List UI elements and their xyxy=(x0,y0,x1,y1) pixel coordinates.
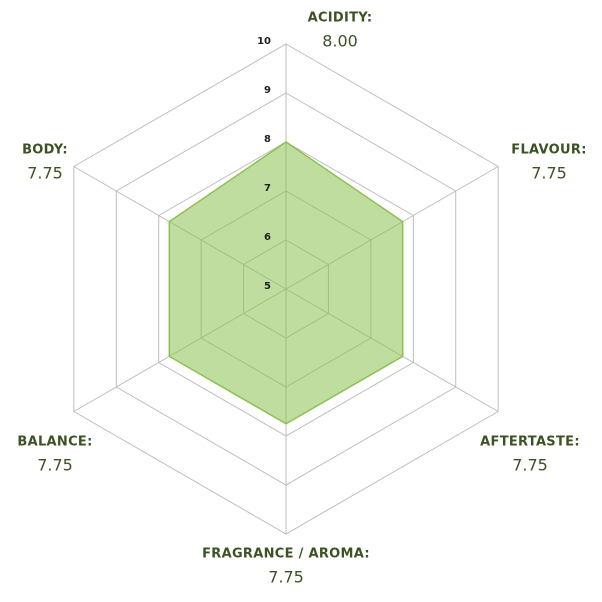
value-label: 7.75 xyxy=(512,456,548,475)
value-label: 7.75 xyxy=(37,456,73,475)
tick-label: 6 xyxy=(264,232,271,243)
value-label: 8.00 xyxy=(322,32,358,51)
tick-label: 7 xyxy=(264,183,271,194)
tick-label: 9 xyxy=(264,85,271,96)
tick-label: 5 xyxy=(264,281,271,292)
data-area xyxy=(168,141,404,425)
axis-label: FLAVOUR: xyxy=(511,143,586,158)
axis-label: BODY: xyxy=(22,143,68,158)
value-label: 7.75 xyxy=(531,164,567,183)
axis-label: AFTERTASTE: xyxy=(480,435,580,450)
tick-label: 10 xyxy=(257,36,271,47)
axis-label: FRAGRANCE / AROMA: xyxy=(202,547,370,562)
value-label: 7.75 xyxy=(27,164,63,183)
axis-label: BALANCE: xyxy=(17,435,92,450)
tick-label: 8 xyxy=(264,134,271,145)
axis-label: ACIDITY: xyxy=(308,11,373,26)
value-label: 7.75 xyxy=(268,568,304,587)
